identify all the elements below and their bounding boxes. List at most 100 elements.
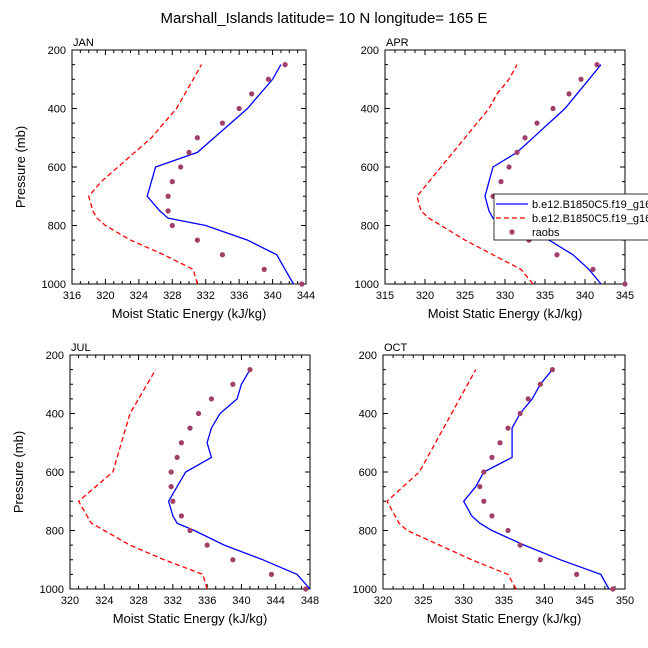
raobs-point — [481, 469, 487, 475]
raobs-point — [165, 208, 171, 214]
legend-label: raobs — [532, 227, 560, 239]
raobs-point — [497, 440, 503, 446]
raobs-point — [534, 120, 540, 126]
raobs-point — [489, 513, 495, 519]
raobs-point — [550, 105, 556, 112]
raobs-point — [506, 164, 512, 170]
y-tick-label: 600 — [48, 162, 66, 174]
series-line-002 — [87, 64, 203, 285]
raobs-point — [236, 105, 242, 112]
x-tick-label: 348 — [301, 595, 319, 607]
x-tick-label: 335 — [495, 595, 513, 607]
series-line-001 — [462, 369, 610, 590]
raobs-point — [208, 396, 215, 402]
series-line-001 — [146, 64, 295, 285]
x-axis-label: Moist Static Energy (kJ/kg) — [112, 306, 267, 321]
raobs-point — [554, 252, 560, 258]
raobs-point — [299, 281, 305, 287]
x-tick-label: 315 — [376, 290, 394, 302]
raobs-point — [514, 149, 520, 155]
raobs-point — [219, 120, 226, 126]
y-tick-label: 200 — [361, 45, 379, 57]
panel-label: JUL — [71, 342, 91, 354]
raobs-point — [477, 484, 483, 490]
panel-label: OCT — [384, 342, 408, 354]
raobs-point — [194, 135, 200, 141]
raobs-point — [230, 381, 236, 387]
raobs-point — [178, 513, 185, 519]
x-tick-label: 320 — [374, 595, 392, 607]
x-axis-label: Moist Static Energy (kJ/kg) — [428, 306, 583, 321]
y-tick-label: 400 — [361, 104, 379, 116]
raobs-point — [194, 237, 200, 243]
raobs-point — [249, 91, 255, 97]
raobs-point — [505, 425, 511, 431]
y-tick-label: 1000 — [353, 584, 377, 596]
raobs-point — [622, 281, 628, 287]
x-axis-label: Moist Static Energy (kJ/kg) — [427, 611, 582, 626]
legend-label: b.e12.B1850C5.f19_g16.002 — [532, 213, 648, 225]
raobs-point — [170, 498, 176, 504]
y-tick-label: 800 — [359, 526, 377, 538]
x-tick-label: 320 — [61, 595, 79, 607]
x-tick-label: 340 — [232, 595, 250, 607]
raobs-point — [168, 484, 174, 490]
x-tick-label: 335 — [536, 290, 554, 302]
y-tick-label: 1000 — [42, 279, 66, 291]
x-tick-label: 336 — [198, 595, 216, 607]
x-tick-label: 340 — [576, 290, 594, 302]
raobs-point — [610, 586, 616, 592]
y-tick-label: 400 — [359, 409, 377, 421]
y-axis-label: Pressure (mb) — [11, 431, 26, 513]
y-tick-label: 800 — [46, 526, 64, 538]
y-tick-label: 800 — [48, 221, 66, 233]
y-axis-label: Pressure (mb) — [13, 126, 28, 208]
plot-frame — [71, 49, 307, 285]
raobs-point — [498, 179, 504, 185]
plot-frame — [382, 354, 626, 590]
x-tick-label: 320 — [96, 290, 114, 302]
raobs-point — [204, 542, 210, 548]
raobs-point — [165, 193, 171, 199]
y-tick-label: 400 — [48, 104, 66, 116]
panel-label: APR — [386, 37, 409, 49]
raobs-point — [219, 252, 226, 258]
y-tick-label: 200 — [48, 45, 66, 57]
raobs-point — [594, 62, 600, 68]
raobs-point — [169, 179, 175, 185]
x-tick-label: 332 — [197, 290, 215, 302]
raobs-point — [174, 454, 180, 460]
raobs-point — [574, 571, 580, 577]
x-tick-label: 344 — [297, 290, 315, 302]
y-tick-label: 600 — [359, 467, 377, 479]
raobs-point — [268, 571, 275, 577]
x-axis-label: Moist Static Energy (kJ/kg) — [113, 611, 268, 626]
raobs-point — [187, 425, 193, 431]
figure-title: Marshall_Islands latitude= 10 N longitud… — [161, 10, 488, 27]
raobs-point — [303, 586, 309, 592]
raobs-point — [525, 396, 531, 402]
series-line-002 — [386, 369, 517, 590]
x-tick-label: 340 — [263, 290, 281, 302]
chart-panel-oct: 320 325 330 335 340 345 350 200 400 600 800 1000 OCT… — [353, 342, 635, 626]
y-tick-label: 200 — [359, 350, 377, 362]
raobs-point — [517, 542, 523, 548]
y-tick-label: 600 — [361, 162, 379, 174]
plot-frame — [69, 354, 311, 590]
raobs-point — [537, 557, 543, 563]
raobs-point — [537, 381, 543, 387]
raobs-point — [590, 266, 596, 272]
x-tick-label: 320 — [416, 290, 434, 302]
legend-label: b.e12.B1850C5.f19_g16.001 — [532, 199, 648, 211]
chart-panel-apr: 315 320 325 330 335 340 345 200 400 600 800 1000 APR… — [355, 37, 635, 321]
legend-box — [493, 193, 648, 241]
x-tick-label: 324 — [130, 290, 148, 302]
legend-marker — [509, 229, 515, 235]
raobs-point — [517, 410, 523, 417]
x-tick-label: 330 — [454, 595, 472, 607]
series-line-002 — [77, 369, 208, 590]
series-line-001 — [484, 64, 602, 285]
x-tick-label: 330 — [496, 290, 514, 302]
x-tick-label: 325 — [456, 290, 474, 302]
